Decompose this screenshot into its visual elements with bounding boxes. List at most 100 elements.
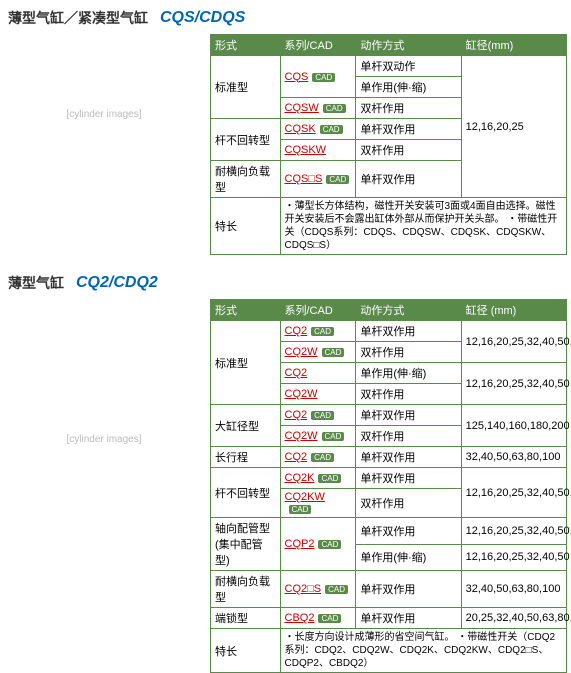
cell-action: 单杆双作用 — [356, 161, 461, 198]
cell-action: 单杆双作用 — [356, 119, 461, 140]
cad-badge[interactable]: CAD — [326, 175, 349, 184]
cell-series: CQSKW — [280, 140, 356, 161]
cell-notelabel: 特长 — [211, 198, 281, 255]
cell-series: CQP2CAD — [280, 518, 356, 571]
cell-series: CQ2W CAD — [280, 342, 356, 363]
series-link[interactable]: CQS□S — [285, 173, 323, 185]
series-link[interactable]: CQ2W — [285, 346, 318, 358]
section1-model: CQS/CDQS — [160, 9, 245, 27]
section1-content: [cylinder images] 形式 系列/CAD 动作方式 缸径(mm) … — [0, 34, 571, 255]
cell-dia: 32,40,50,63,80,100 — [461, 447, 566, 468]
cad-badge[interactable]: CAD — [318, 474, 341, 483]
section1-image: [cylinder images] — [4, 34, 204, 194]
series-link[interactable]: CQ2W — [285, 430, 318, 442]
th-dia: 缸径 (mm) — [461, 300, 566, 321]
series-link[interactable]: CQ2 — [285, 409, 308, 421]
cell-dia: 12,16,20,25,32,40,50 — [461, 363, 566, 405]
cell-series: CQ2CAD — [280, 321, 356, 342]
cell-form: 轴向配管型(集中配管型) — [211, 518, 281, 571]
cell-series: CQS□SCAD — [280, 161, 356, 198]
cad-badge[interactable]: CAD — [320, 125, 343, 134]
series-link[interactable]: CQ2 — [285, 451, 308, 463]
cad-badge[interactable]: CAD — [318, 614, 341, 623]
cell-form: 标准型 — [211, 321, 281, 405]
cad-badge[interactable]: CAD — [322, 348, 345, 357]
th-series: 系列/CAD — [280, 300, 356, 321]
cad-badge[interactable]: CAD — [311, 327, 334, 336]
cell-form: 长行程 — [211, 447, 281, 468]
cell-form: 标准型 — [211, 56, 281, 119]
cell-series: CQ2CAD — [280, 447, 356, 468]
series-link[interactable]: CQ2 — [285, 367, 308, 379]
cell-form: 大缸径型 — [211, 405, 281, 447]
cell-action: 单杆双作用 — [356, 518, 461, 545]
table-row: 耐横向负载型 CQ2□SCAD 单杆双作用 32,40,50,63,80,100 — [211, 571, 567, 608]
cad-badge[interactable]: CAD — [289, 505, 312, 514]
cad-badge[interactable]: CAD — [322, 432, 345, 441]
cad-badge[interactable]: CAD — [311, 453, 334, 462]
cad-badge[interactable]: CAD — [312, 73, 335, 82]
th-action: 动作方式 — [356, 300, 461, 321]
cell-action: 双杆作用 — [356, 384, 461, 405]
cell-action: 单杆双作用 — [356, 468, 461, 489]
th-form: 形式 — [211, 300, 281, 321]
cell-form: 耐横向负载型 — [211, 571, 281, 608]
cell-form: 耐横向负载型 — [211, 161, 281, 198]
cell-action: 双杆作用 — [356, 140, 461, 161]
cell-action: 双杆作用 — [356, 98, 461, 119]
cell-series: CQSCAD — [280, 56, 356, 98]
section1-table: 形式 系列/CAD 动作方式 缸径(mm) 标准型 CQSCAD 单杆双动作 1… — [210, 34, 567, 255]
cell-dia: 12,16,20,25,32,40,50,63 — [461, 468, 566, 518]
table-row: 标准型 CQSCAD 单杆双动作 12,16,20,25 — [211, 56, 567, 77]
cell-note: ・长度方向设计成薄形的省空间气缸。 ・带磁性开关（CDQ2系列：CDQ2、CDQ… — [280, 629, 567, 673]
th-action: 动作方式 — [356, 35, 461, 56]
cell-action: 单杆双作用 — [356, 405, 461, 426]
table-row: 特长 ・长度方向设计成薄形的省空间气缸。 ・带磁性开关（CDQ2系列：CDQ2、… — [211, 629, 567, 673]
section2-title: 薄型气缸 — [8, 273, 64, 293]
cell-series: CQ2□SCAD — [280, 571, 356, 608]
cell-series: CQSK CAD — [280, 119, 356, 140]
table-row: 大缸径型 CQ2CAD 单杆双作用 125,140,160,180,200 — [211, 405, 567, 426]
series-link[interactable]: CQSW — [285, 102, 319, 114]
cell-series: CBQ2CAD — [280, 608, 356, 629]
series-link[interactable]: CQ2□S — [285, 583, 322, 595]
series-link[interactable]: CBQ2 — [285, 612, 315, 624]
cell-dia: 12,16,20,25,32,40,50,63,80,100 — [461, 321, 566, 363]
cell-form: 杆不回转型 — [211, 468, 281, 518]
series-link[interactable]: CQ2 — [285, 325, 308, 337]
cell-action: 双杆作用 — [356, 489, 461, 518]
series-link[interactable]: CQ2K — [285, 472, 315, 484]
section2-image: [cylinder images] — [4, 299, 204, 579]
cad-badge[interactable]: CAD — [311, 411, 334, 420]
series-link[interactable]: CQ2KW — [285, 491, 325, 503]
table-header-row: 形式 系列/CAD 动作方式 缸径(mm) — [211, 35, 567, 56]
series-link[interactable]: CQ2W — [285, 388, 318, 400]
series-link[interactable]: CQSKW — [285, 144, 327, 156]
cell-action: 双杆作用 — [356, 426, 461, 447]
table-row: 端锁型 CBQ2CAD 单杆双作用 20,25,32,40,50,63,80,1… — [211, 608, 567, 629]
th-form: 形式 — [211, 35, 281, 56]
cell-note: ・薄型长方体结构，磁性开关安装可3面或4面自由选择。磁性开关安装后不会露出缸体外… — [280, 198, 567, 255]
cell-action: 单杆双作用 — [356, 447, 461, 468]
table-row: 长行程 CQ2CAD 单杆双作用 32,40,50,63,80,100 — [211, 447, 567, 468]
series-link[interactable]: CQP2 — [285, 538, 315, 550]
cell-action: 单杆双作用 — [356, 608, 461, 629]
cell-series: CQ2KW CAD — [280, 489, 356, 518]
cad-badge[interactable]: CAD — [325, 585, 348, 594]
table-row: 轴向配管型(集中配管型) CQP2CAD 单杆双作用 12,16,20,25,3… — [211, 518, 567, 545]
cell-dia: 12,16,20,25 — [461, 56, 566, 198]
table-header-row: 形式 系列/CAD 动作方式 缸径 (mm) — [211, 300, 567, 321]
section2-model: CQ2/CDQ2 — [76, 274, 158, 292]
cell-series: CQ2 — [280, 363, 356, 384]
cell-series: CQSW CAD — [280, 98, 356, 119]
series-link[interactable]: CQSK — [285, 123, 316, 135]
th-series: 系列/CAD — [280, 35, 356, 56]
section2-table: 形式 系列/CAD 动作方式 缸径 (mm) 标准型 CQ2CAD 单杆双作用 … — [210, 299, 567, 673]
cell-form: 杆不回转型 — [211, 119, 281, 161]
th-dia: 缸径(mm) — [461, 35, 566, 56]
series-link[interactable]: CQS — [285, 71, 309, 83]
cell-series: CQ2W CAD — [280, 426, 356, 447]
cad-badge[interactable]: CAD — [323, 104, 346, 113]
cell-action: 单杆双作用 — [356, 571, 461, 608]
cell-notelabel: 特长 — [211, 629, 281, 673]
